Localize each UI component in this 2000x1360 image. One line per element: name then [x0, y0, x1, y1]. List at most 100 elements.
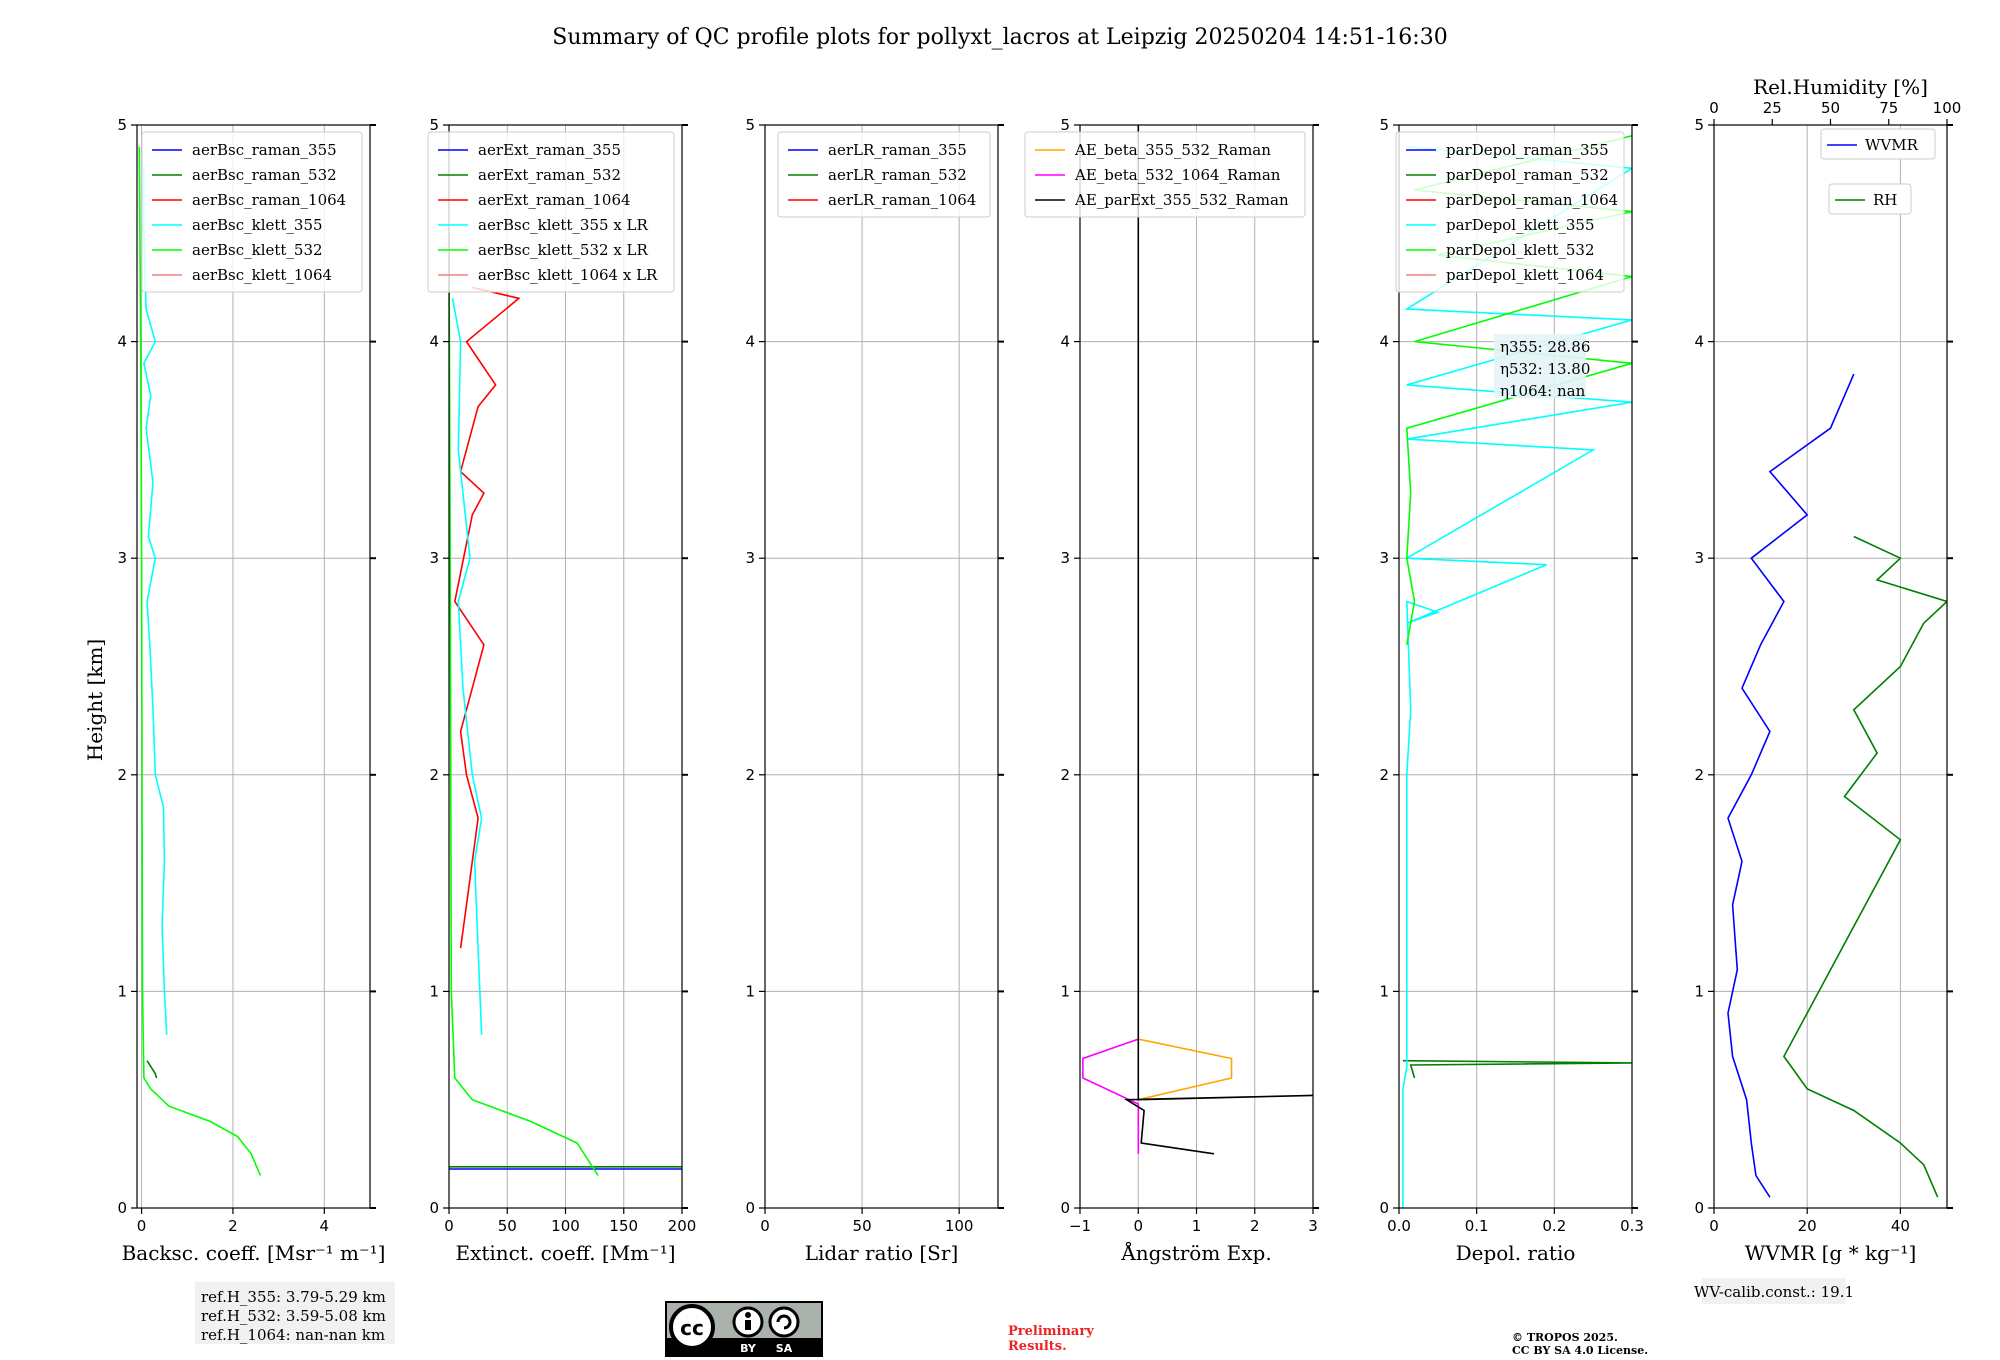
series-line-AE_beta_532_1064_Raman: [1082, 1038, 1140, 1154]
y-tick-label: 1: [745, 982, 755, 1000]
x-tick-label: −1: [1069, 1217, 1091, 1235]
x-axis-label: Backsc. coeff. [Msr⁻¹ m⁻¹]: [122, 1241, 386, 1265]
x-tick-label: 40: [1891, 1217, 1910, 1235]
legend-entry: parDepol_klett_532: [1446, 241, 1595, 259]
y-tick-label: 4: [745, 333, 755, 351]
legend-box: [427, 131, 675, 293]
series-line-aerBsc_klett_532: [138, 146, 262, 1176]
figure-title: Summary of QC profile plots for pollyxt_…: [552, 25, 1447, 50]
copyright-line2: CC BY SA 4.0 License.: [1512, 1344, 1648, 1357]
y-tick-label: 4: [1060, 333, 1070, 351]
legend-box: [1828, 183, 1912, 215]
x-tick-label: 0: [1133, 1217, 1143, 1235]
legend-entry: aerExt_raman_532: [478, 166, 621, 184]
x-axis-label: Lidar ratio [Sr]: [805, 1241, 959, 1265]
series-line-RH: [1782, 535, 1947, 1198]
y-tick-label: 3: [1060, 549, 1070, 567]
x-axis-label: Depol. ratio: [1456, 1241, 1576, 1265]
y-tick-label: 5: [117, 116, 127, 134]
y-tick-label: 5: [1379, 116, 1389, 134]
axes-frame: [764, 124, 999, 1209]
y-tick-label: 4: [429, 333, 439, 351]
x-tick-label: 50: [498, 1217, 517, 1235]
y-tick-label: 1: [1694, 982, 1704, 1000]
x-tick-label: 100: [945, 1217, 974, 1235]
legend-entry: AE_beta_355_532_Raman: [1074, 141, 1271, 159]
svg-text:cc: cc: [680, 1316, 704, 1340]
legend-box: [141, 131, 363, 293]
y-tick-label: 0: [1694, 1199, 1704, 1217]
y-tick-label: 0: [1060, 1199, 1070, 1217]
badge-by-label: BY: [740, 1342, 757, 1355]
series-group: [138, 146, 262, 1176]
y-tick-label: 1: [117, 982, 127, 1000]
rh-tick-label: 50: [1821, 99, 1840, 117]
ref-height-1064: ref.H_1064: nan-nan km: [201, 1326, 385, 1344]
legend-entry: aerBsc_klett_355 x LR: [478, 216, 649, 234]
y-axis-label: Height [km]: [83, 639, 107, 761]
series-group: [1727, 373, 1947, 1198]
legend-entry: aerBsc_klett_1064 x LR: [478, 266, 658, 284]
y-tick-label: 0: [1379, 1199, 1389, 1217]
wv-calib-text: WV-calib.const.: 19.1: [1694, 1283, 1854, 1301]
x-tick-label: 0: [1709, 1217, 1719, 1235]
series-line-WVMR: [1727, 373, 1855, 1198]
axes-frame: [1398, 124, 1633, 1209]
cc-license-badge: cc BY SA: [665, 1301, 823, 1357]
preliminary-line1: Preliminary: [1008, 1324, 1094, 1339]
cc-icon: [669, 1304, 715, 1350]
legend-box: [1395, 131, 1625, 293]
series-line-parDepol_raman_532: [1402, 1059, 1632, 1079]
rh-tick-label: 75: [1879, 99, 1898, 117]
legend-entry: aerLR_raman_532: [828, 166, 967, 184]
legend-entry: parDepol_raman_1064: [1446, 191, 1618, 209]
eta-1064: η1064: nan: [1500, 382, 1586, 400]
rh-tick-label: 25: [1763, 99, 1782, 117]
y-tick-label: 2: [117, 766, 127, 784]
copyright-line1: © TROPOS 2025.: [1512, 1331, 1618, 1344]
rh-axis-label: Rel.Humidity [%]: [1753, 75, 1928, 99]
x-tick-label: 0.0: [1387, 1217, 1411, 1235]
x-tick-label: 0: [444, 1217, 454, 1235]
y-tick-label: 4: [117, 333, 127, 351]
x-tick-label: 4: [320, 1217, 330, 1235]
legend-entry: parDepol_raman_355: [1446, 141, 1609, 159]
series-line-aerBsc_raman_532: [146, 1060, 158, 1079]
series-group: [449, 233, 682, 1176]
axes-frame: [448, 124, 683, 1209]
series-line-AE_beta_355_532_Raman: [1138, 1038, 1233, 1101]
y-tick-label: 5: [429, 116, 439, 134]
y-tick-label: 5: [1694, 116, 1704, 134]
eta-355: η355: 28.86: [1500, 338, 1590, 356]
legend-entry: parDepol_raman_532: [1446, 166, 1609, 184]
eta-box: η355: 28.86 η532: 13.80 η1064: nan: [1494, 334, 1590, 400]
panel-2: 0 50 100 150 200 0 1 2 3 4 5 Extinct. coeff. [Mm⁻¹]…: [427, 116, 696, 1265]
x-tick-label: 0.2: [1542, 1217, 1566, 1235]
legend-entry: aerBsc_raman_1064: [192, 191, 346, 209]
sa-icon: [768, 1306, 800, 1338]
y-tick-label: 3: [429, 549, 439, 567]
y-tick-label: 1: [1379, 982, 1389, 1000]
y-tick-label: 2: [1379, 766, 1389, 784]
ref-height-box: ref.H_355: 3.79-5.29 km ref.H_532: 3.59-…: [195, 1282, 395, 1344]
axes-frame: [136, 124, 371, 1209]
legend-entry: WVMR: [1865, 136, 1919, 154]
series-line-AE_parExt_355_532_Raman: [1123, 125, 1313, 1155]
x-tick-label: 50: [853, 1217, 872, 1235]
y-tick-label: 5: [745, 116, 755, 134]
y-tick-label: 1: [429, 982, 439, 1000]
y-tick-label: 4: [1379, 333, 1389, 351]
y-tick-label: 0: [745, 1199, 755, 1217]
y-tick-label: 3: [1379, 549, 1389, 567]
legend-entry: aerBsc_raman_532: [192, 166, 337, 184]
y-tick-label: 3: [117, 549, 127, 567]
legend-entry: parDepol_klett_355: [1446, 216, 1595, 234]
series-line-aerBsc_klett_355: [143, 168, 168, 1035]
legend-entry: aerBsc_raman_355: [192, 141, 337, 159]
y-tick-label: 2: [1694, 766, 1704, 784]
wv-calib-box: WV-calib.const.: 19.1: [1694, 1278, 1854, 1304]
legend-entry: aerLR_raman_1064: [828, 191, 976, 209]
y-tick-label: 4: [1694, 333, 1704, 351]
preliminary-line2: Results.: [1008, 1339, 1067, 1354]
